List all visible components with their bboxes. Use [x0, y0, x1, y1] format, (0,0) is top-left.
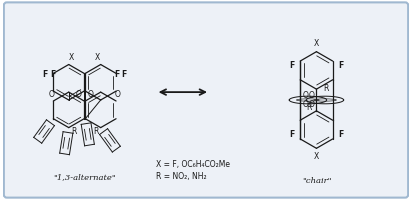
Text: R: R	[323, 84, 329, 93]
Text: X: X	[314, 152, 319, 161]
Text: R: R	[71, 127, 76, 136]
Text: R = NO₂, NH₂: R = NO₂, NH₂	[156, 172, 206, 181]
Text: R: R	[93, 127, 98, 136]
Text: O: O	[302, 91, 308, 100]
Text: X: X	[314, 39, 319, 48]
Text: "chair": "chair"	[302, 177, 331, 185]
Text: X: X	[95, 53, 101, 62]
Text: F: F	[122, 70, 127, 79]
Text: O: O	[76, 90, 82, 99]
Text: O: O	[115, 90, 120, 99]
Text: F: F	[289, 130, 295, 139]
Text: X: X	[69, 53, 74, 62]
Text: O: O	[309, 100, 314, 109]
Text: O: O	[302, 100, 308, 109]
Text: R: R	[306, 103, 311, 112]
Text: O: O	[309, 91, 314, 100]
Text: F: F	[42, 70, 48, 79]
Text: O: O	[49, 90, 55, 99]
Text: F: F	[289, 61, 295, 70]
FancyBboxPatch shape	[4, 2, 408, 198]
Text: F: F	[339, 130, 344, 139]
Text: F: F	[50, 70, 56, 79]
Text: F: F	[114, 70, 119, 79]
Text: "1,3-alternate": "1,3-alternate"	[53, 173, 116, 181]
Text: O: O	[88, 90, 94, 99]
Text: F: F	[339, 61, 344, 70]
Text: X = F, OC₆H₄CO₂Me: X = F, OC₆H₄CO₂Me	[156, 160, 230, 169]
